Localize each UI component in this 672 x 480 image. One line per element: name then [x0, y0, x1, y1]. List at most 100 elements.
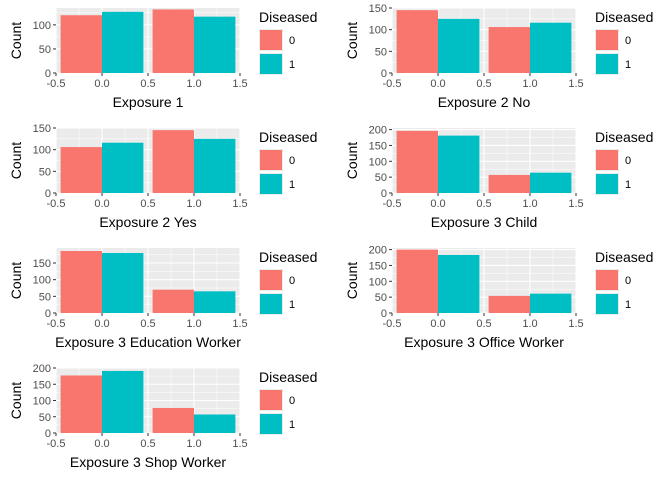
x-tick-label: 0.0	[430, 198, 445, 210]
x-axis-title: Exposure 3 Child	[431, 214, 538, 230]
bar-series-0-cat-0	[60, 375, 102, 433]
legend: Diseased 0 1	[595, 249, 653, 315]
x-axis-title: Exposure 2 No	[438, 94, 531, 110]
x-tick-label: 1.0	[522, 78, 537, 90]
legend-key-swatch	[260, 294, 282, 314]
x-tick-label: 0.5	[140, 438, 155, 450]
legend-key-swatch	[260, 270, 282, 290]
legend-key-swatch	[596, 150, 618, 170]
x-axis-title: Exposure 3 Shop Worker	[70, 454, 226, 470]
x-tick-label: -0.5	[47, 78, 66, 90]
x-tick-label: 1.5	[232, 318, 247, 330]
y-tick-label: 100	[369, 156, 387, 168]
y-tick-label: 0	[381, 68, 387, 80]
bar-series-0-cat-1	[488, 295, 530, 313]
legend-key-swatch	[260, 30, 282, 50]
y-tick-label: 50	[39, 166, 51, 178]
y-tick-label: 150	[369, 140, 387, 152]
bar-series-0-cat-1	[152, 130, 194, 193]
x-tick-label: 1.5	[568, 198, 583, 210]
x-tick-label: 1.0	[522, 318, 537, 330]
legend-label: 0	[289, 395, 295, 407]
bar-series-0-cat-0	[60, 251, 102, 313]
y-tick-label: 0	[45, 308, 51, 320]
x-tick-label: 0.0	[430, 318, 445, 330]
x-tick-label: -0.5	[47, 318, 66, 330]
y-tick-label: 50	[375, 292, 387, 304]
y-tick-label: 100	[33, 396, 51, 408]
y-tick-label: 0	[381, 308, 387, 320]
y-tick-label: 150	[369, 3, 387, 15]
y-tick-label: 100	[369, 276, 387, 288]
y-tick-label: 100	[369, 25, 387, 37]
y-tick-label: 100	[33, 275, 51, 287]
x-tick-label: -0.5	[383, 78, 402, 90]
legend-key-swatch	[596, 30, 618, 50]
legend-label: 0	[625, 155, 631, 167]
y-tick-label: 0	[381, 188, 387, 200]
y-axis-title: Count	[8, 142, 24, 179]
x-tick-label: -0.5	[383, 318, 402, 330]
bar-series-1-cat-0	[102, 142, 144, 193]
legend-title: Diseased	[595, 249, 653, 265]
chart-panel-4: -0.5 0.0 0.5 1.0 1.5 0 50 100 150 200 Exposure 3 C…	[344, 125, 653, 230]
chart-panel-1: -0.5 0.0 0.5 1.0 1.5 0 50 100 Exposure 1 Count Dis…	[8, 8, 317, 110]
x-tick-label: 0.0	[430, 78, 445, 90]
bar-series-0-cat-1	[152, 407, 194, 433]
x-tick-label: 1.5	[232, 438, 247, 450]
x-axis-title: Exposure 2 Yes	[99, 214, 196, 230]
chart-panel-7: -0.5 0.0 0.5 1.0 1.5 0 50 100 150 200 Exposure 3 S…	[8, 363, 317, 470]
legend-label: 0	[289, 35, 295, 47]
y-tick-label: 200	[369, 245, 387, 257]
x-tick-label: 0.5	[476, 198, 491, 210]
legend-label: 0	[289, 275, 295, 287]
y-axis-title: Count	[344, 22, 360, 59]
legend-key-swatch	[596, 54, 618, 74]
bar-series-0-cat-0	[60, 147, 102, 193]
legend-label: 0	[625, 35, 631, 47]
bar-series-0-cat-1	[152, 289, 194, 313]
legend-label: 1	[289, 59, 295, 71]
legend: Diseased 0 1	[595, 129, 653, 195]
x-tick-label: 1.0	[186, 438, 201, 450]
bar-series-1-cat-1	[194, 414, 236, 433]
legend-label: 1	[289, 299, 295, 311]
y-tick-label: 50	[375, 46, 387, 58]
y-tick-label: 0	[45, 68, 51, 80]
legend-label: 0	[625, 275, 631, 287]
x-tick-label: 1.5	[568, 78, 583, 90]
x-axis-title: Exposure 3 Office Worker	[404, 334, 564, 350]
chart-panel-5: -0.5 0.0 0.5 1.0 1.5 0 50 100 150 Exposure 3 Educ…	[8, 248, 317, 350]
x-tick-label: 0.0	[94, 318, 109, 330]
y-axis-title: Count	[8, 22, 24, 59]
x-axis-title: Exposure 1	[113, 94, 184, 110]
y-tick-label: 150	[33, 123, 51, 135]
chart-panel-3: -0.5 0.0 0.5 1.0 1.5 0 50 100 150 Exposure 2 Yes C…	[8, 123, 317, 230]
legend: Diseased 0 1	[259, 249, 317, 315]
legend: Diseased 0 1	[259, 129, 317, 195]
bar-series-1-cat-0	[438, 18, 480, 73]
x-tick-label: 1.0	[522, 198, 537, 210]
legend-key-swatch	[260, 150, 282, 170]
x-tick-label: 1.0	[186, 198, 201, 210]
legend-title: Diseased	[595, 9, 653, 25]
y-tick-label: 200	[33, 363, 51, 375]
legend-title: Diseased	[259, 249, 317, 265]
legend-title: Diseased	[595, 129, 653, 145]
bar-series-1-cat-1	[194, 291, 236, 313]
x-axis-title: Exposure 3 Education Worker	[55, 334, 241, 350]
legend: Diseased 0 1	[259, 369, 317, 435]
y-tick-label: 0	[45, 188, 51, 200]
bar-series-0-cat-0	[396, 249, 438, 313]
x-tick-label: 0.5	[476, 78, 491, 90]
legend-title: Diseased	[259, 129, 317, 145]
bar-series-1-cat-0	[438, 135, 480, 193]
x-tick-label: 1.5	[232, 198, 247, 210]
x-tick-label: 0.5	[140, 198, 155, 210]
x-tick-label: 1.0	[186, 318, 201, 330]
legend-key-swatch	[260, 414, 282, 434]
y-tick-label: 150	[33, 258, 51, 270]
y-axis-title: Count	[344, 262, 360, 299]
bar-series-0-cat-1	[488, 174, 530, 193]
